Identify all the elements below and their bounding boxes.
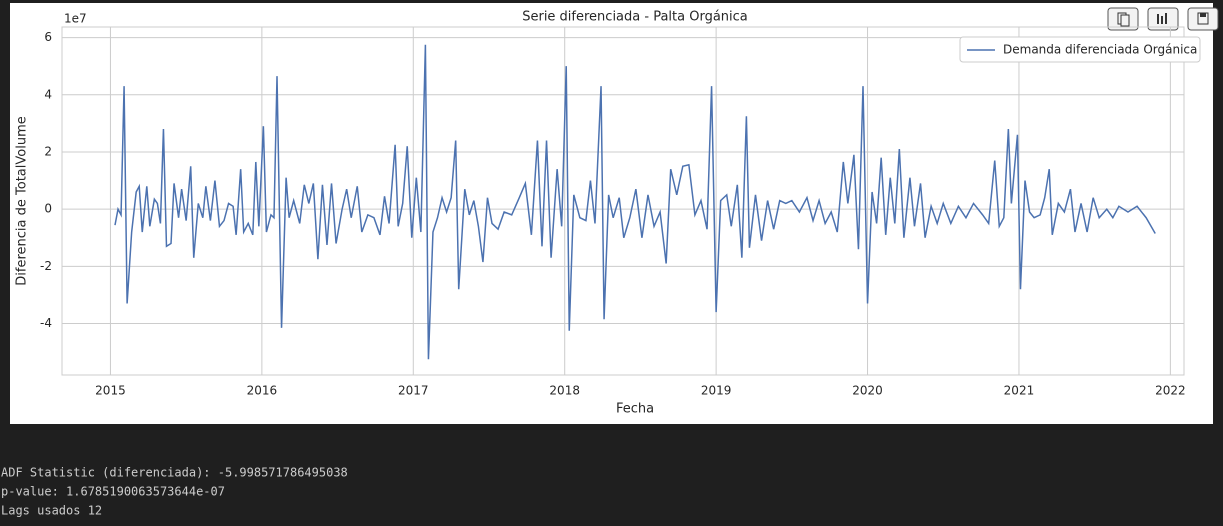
data-line (114, 44, 1156, 360)
y-offset-label: 1e7 (64, 12, 87, 26)
toolbar (1107, 7, 1219, 31)
output-line: ADF Statistic (diferenciada): -5.9985717… (1, 466, 348, 480)
chart-title: Serie diferenciada - Palta Orgánica (522, 10, 748, 25)
y-tick-label: 4 (44, 87, 52, 101)
y-tick-label: -2 (40, 259, 52, 273)
output-line: Lags usados 12 (1, 504, 102, 518)
x-tick-label: 2016 (247, 384, 278, 398)
x-tick-label: 2022 (1155, 384, 1186, 398)
x-tick-label: 2017 (398, 384, 429, 398)
copy-button[interactable] (1107, 7, 1139, 31)
x-tick-label: 2018 (549, 384, 580, 398)
y-tick-label: 2 (44, 144, 52, 158)
legend-label: Demanda diferenciada Orgánica (1003, 43, 1197, 57)
y-axis-label: Diferencia de TotalVolume (15, 116, 30, 285)
save-button[interactable] (1187, 7, 1219, 31)
x-tick-label: 2015 (95, 384, 126, 398)
legend-box (959, 36, 1201, 63)
x-tick-label: 2021 (1004, 384, 1035, 398)
chart-button[interactable] (1147, 7, 1179, 31)
y-tick-label: 0 (44, 202, 52, 216)
x-tick-label: 2020 (852, 384, 883, 398)
y-tick-label: -4 (40, 316, 52, 330)
x-tick-label: 2019 (701, 384, 732, 398)
x-axis-label: Fecha (616, 402, 654, 417)
y-tick-label: 6 (44, 30, 52, 44)
output-line: p-value: 1.6785190063573644e-07 (1, 485, 225, 499)
plot-frame (61, 26, 1185, 376)
figure (10, 3, 1213, 424)
